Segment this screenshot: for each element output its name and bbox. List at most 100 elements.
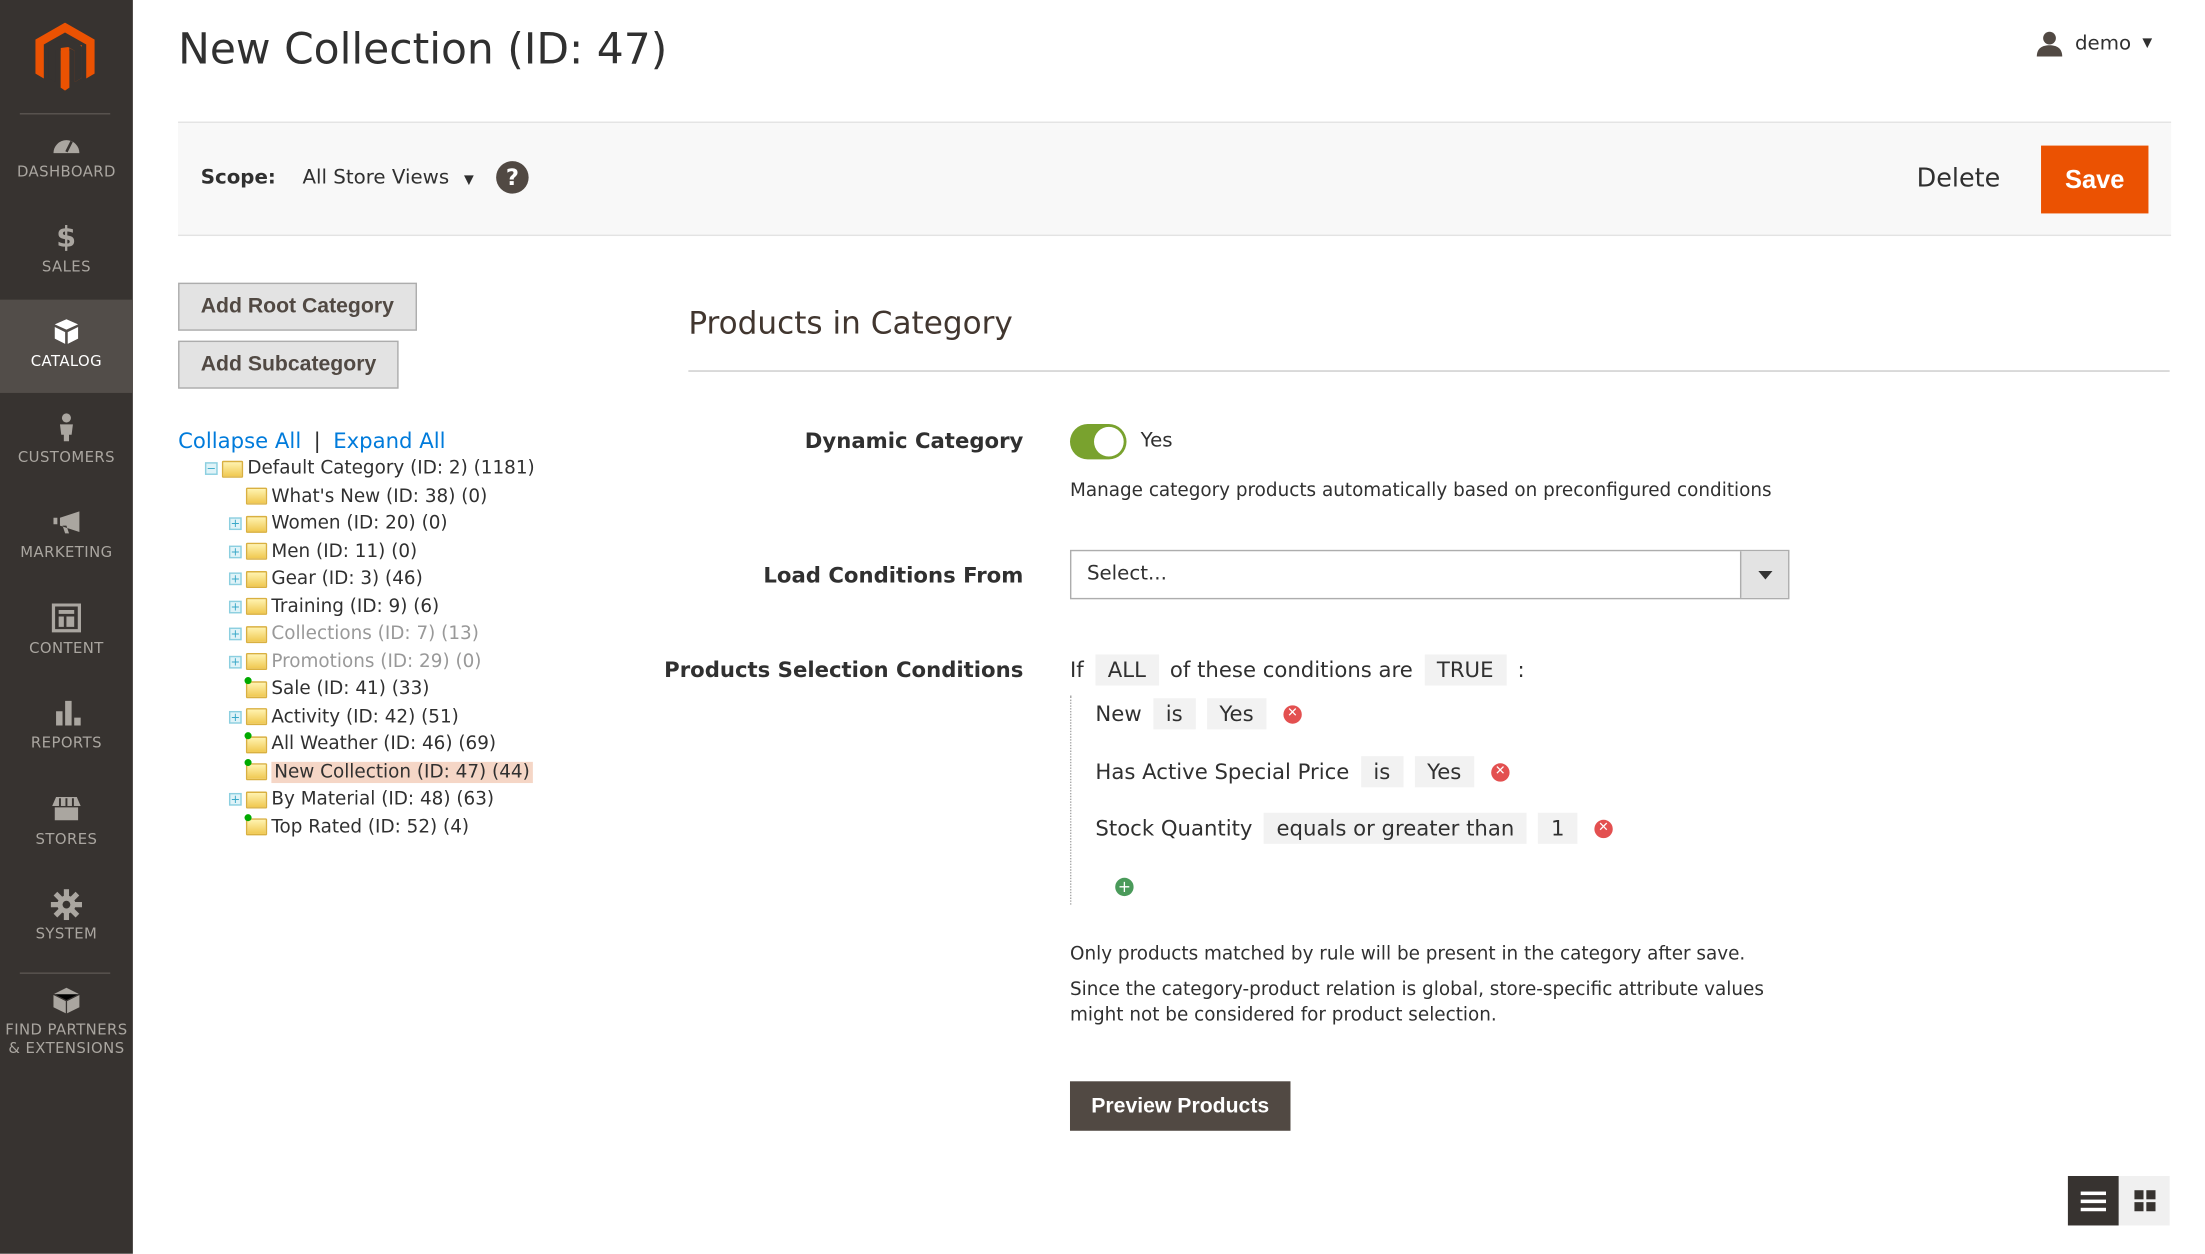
expand-icon[interactable]: +	[228, 792, 242, 806]
remove-condition-icon[interactable]: ✕	[1594, 819, 1613, 838]
sidebar-item-dashboard[interactable]: DASHBOARD	[0, 110, 133, 203]
page-actions-bar: Scope: All Store Views ▼ ? Delete Save	[178, 121, 2172, 237]
sidebar-item-catalog[interactable]: CATALOG	[0, 299, 133, 393]
folder-icon	[245, 653, 268, 670]
folder-icon	[245, 597, 268, 615]
expand-icon[interactable]: +	[228, 655, 242, 668]
megaphone-icon	[53, 511, 80, 534]
tree-node[interactable]: + Men (ID: 11) (0)	[228, 538, 418, 565]
folder-icon	[245, 790, 268, 808]
tree-node[interactable]: What's New (ID: 38) (0)	[229, 483, 487, 510]
sidebar-item-marketing[interactable]: MARKETING	[0, 490, 133, 583]
tree-node-label: Men (ID: 11) (0)	[271, 540, 418, 562]
add-condition-icon[interactable]: +	[1115, 877, 1134, 897]
help-icon[interactable]: ?	[496, 161, 529, 194]
expand-icon[interactable]: +	[228, 572, 242, 586]
folder-icon	[244, 731, 268, 753]
cond-if: If	[1069, 657, 1084, 683]
storefront-icon	[52, 796, 81, 821]
preview-products-button[interactable]: Preview Products	[1069, 1081, 1291, 1131]
expand-all-link[interactable]: Expand All	[333, 428, 446, 454]
sidebar-item-label: SALES	[41, 258, 91, 276]
sidebar-item-customers[interactable]: CUSTOMERS	[0, 396, 133, 489]
link-separator: |	[313, 428, 321, 454]
folder-icon	[245, 570, 268, 588]
tree-node[interactable]: Top Rated (ID: 52) (4)	[229, 813, 469, 840]
chevron-down-icon: ▼	[2142, 36, 2153, 51]
bar-chart-icon	[56, 700, 81, 726]
folder-icon	[245, 625, 268, 643]
condition-operator[interactable]: equals or greater than	[1263, 812, 1528, 844]
folder-icon	[245, 542, 268, 560]
cond-colon: :	[1517, 657, 1525, 683]
sidebar: DASHBOARD $ SALES CATALOG CUSTOMERS MARKETING…	[0, 0, 133, 1254]
cond-text: of these conditions are	[1169, 657, 1413, 683]
tree-node[interactable]: + Gear (ID: 3) (46)	[228, 565, 423, 592]
box-icon	[54, 319, 79, 344]
value-select[interactable]: TRUE	[1424, 654, 1507, 686]
sidebar-item-label: MARKETING	[20, 544, 113, 562]
sidebar-item-system[interactable]: SYSTEM	[0, 872, 133, 965]
dollar-icon: $	[56, 222, 76, 253]
condition-attribute[interactable]: New	[1095, 701, 1142, 727]
tree-node[interactable]: Sale (ID: 41) (33)	[229, 676, 429, 703]
tree-node[interactable]: All Weather (ID: 46) (69)	[229, 731, 496, 758]
condition-value[interactable]: Yes	[1206, 698, 1267, 730]
add-root-category-button[interactable]: Add Root Category	[178, 282, 417, 331]
remove-condition-icon[interactable]: ✕	[1490, 762, 1510, 781]
tree-node-label: By Material (ID: 48) (63)	[271, 788, 495, 810]
delete-button[interactable]: Delete	[1916, 163, 2001, 194]
tree-node[interactable]: + By Material (ID: 48) (63)	[228, 786, 495, 813]
user-icon	[2036, 31, 2063, 57]
condition-value[interactable]: Yes	[1414, 756, 1475, 788]
scope-value: All Store Views	[302, 166, 450, 190]
aggregator-select[interactable]: ALL	[1095, 654, 1159, 686]
save-button[interactable]: Save	[2041, 145, 2149, 214]
expand-icon[interactable]: +	[228, 517, 242, 531]
user-menu[interactable]: demo ▼	[2035, 31, 2153, 57]
sidebar-item-label: FIND PARTNERS & EXTENSIONS	[5, 1021, 128, 1058]
blocks-icon	[53, 987, 80, 1014]
tree-node[interactable]: New Collection (ID: 47) (44)	[229, 758, 533, 785]
tree-node[interactable]: + Activity (ID: 42) (51)	[228, 703, 459, 730]
sidebar-item-label: CATALOG	[30, 353, 103, 371]
sidebar-item-sales[interactable]: $ SALES	[0, 205, 133, 298]
add-subcategory-button[interactable]: Add Subcategory	[178, 340, 399, 389]
load-conditions-select[interactable]: Select...	[1069, 549, 1790, 600]
folder-icon	[244, 759, 268, 781]
tree-node[interactable]: + Promotions (ID: 29) (0)	[228, 648, 481, 675]
folder-icon	[221, 460, 244, 478]
dynamic-category-toggle[interactable]	[1069, 424, 1127, 460]
sidebar-item-label: DASHBOARD	[16, 163, 116, 181]
remove-condition-icon[interactable]: ✕	[1283, 704, 1302, 723]
list-view-icon[interactable]	[2067, 1175, 2119, 1226]
expand-icon[interactable]: +	[228, 710, 242, 723]
condition-attribute[interactable]: Has Active Special Price	[1095, 759, 1350, 785]
condition-operator[interactable]: is	[1152, 698, 1196, 730]
scope-label: Scope:	[200, 166, 276, 190]
tree-node[interactable]: + Collections (ID: 7) (13)	[228, 621, 479, 648]
collapse-icon[interactable]: −	[204, 462, 218, 475]
sidebar-item-content[interactable]: CONTENT	[0, 587, 133, 680]
condition-row: New is Yes ✕	[1095, 698, 1302, 730]
condition-value[interactable]: 1	[1538, 812, 1578, 844]
condition-row: Has Active Special Price is Yes ✕	[1095, 756, 1510, 788]
collapse-all-link[interactable]: Collapse All	[178, 428, 302, 454]
tree-node-label: New Collection (ID: 47) (44)	[271, 761, 533, 783]
sidebar-item-find[interactable]: FIND PARTNERS & EXTENSIONS	[0, 968, 133, 1081]
folder-icon	[245, 487, 268, 505]
tree-node-label: Gear (ID: 3) (46)	[271, 568, 423, 590]
tree-node[interactable]: + Women (ID: 20) (0)	[228, 510, 448, 537]
sidebar-item-stores[interactable]: STORES	[0, 777, 133, 870]
expand-icon[interactable]: +	[228, 544, 242, 558]
tree-node[interactable]: + Training (ID: 9) (6)	[228, 593, 439, 620]
condition-attribute[interactable]: Stock Quantity	[1095, 815, 1253, 842]
expand-icon[interactable]: +	[228, 627, 242, 641]
tree-node[interactable]: − Default Category (ID: 2) (1181)	[204, 455, 535, 482]
sidebar-item-reports[interactable]: REPORTS	[0, 681, 133, 774]
grid-view-icon[interactable]	[2118, 1175, 2170, 1226]
scope-switcher[interactable]: All Store Views ▼	[302, 167, 473, 190]
expand-icon[interactable]: +	[228, 600, 242, 613]
magento-logo[interactable]	[35, 22, 95, 91]
condition-operator[interactable]: is	[1360, 756, 1404, 788]
